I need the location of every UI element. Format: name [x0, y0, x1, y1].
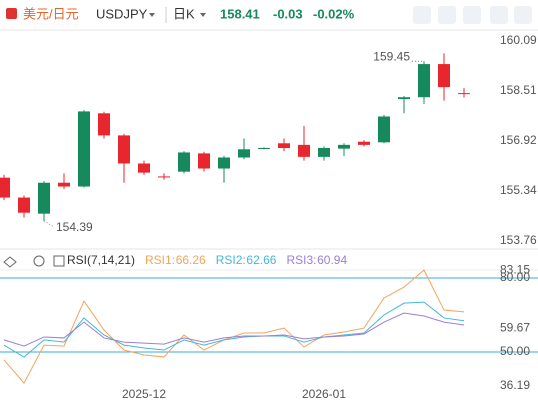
rsi-line: [3, 312, 465, 347]
candle-body: [358, 141, 370, 145]
flag-icon: [6, 8, 17, 19]
y-tick-label: 155.34: [500, 183, 537, 197]
tool-button[interactable]: [438, 6, 456, 24]
candle-body: [38, 182, 50, 214]
x-tick-label: 2026-01: [302, 387, 346, 401]
candle-body: [458, 93, 470, 95]
tool-button[interactable]: [413, 6, 431, 24]
candle-body: [278, 143, 290, 149]
y-tick-label: 83.15: [500, 262, 530, 276]
y-tick-label: 59.67: [500, 320, 530, 334]
price-change: -0.03: [273, 6, 303, 21]
candle-body: [158, 176, 170, 178]
candle-body: [118, 135, 130, 164]
annotation: 159.45: [373, 49, 410, 63]
x-tick-label: 2025-12: [122, 387, 166, 401]
period[interactable]: 日K: [173, 6, 195, 21]
y-tick-label: 156.92: [500, 133, 537, 147]
last-price: 158.41: [220, 6, 260, 21]
legend-value: 66.26: [176, 253, 206, 267]
expand-icon[interactable]: [53, 255, 65, 267]
legend-separator: :: [242, 253, 245, 267]
candle-body: [418, 64, 430, 98]
candle-body: [318, 148, 330, 157]
candle-body: [218, 157, 230, 169]
legend-name: RSI2: [216, 253, 243, 267]
eye-icon[interactable]: [3, 256, 17, 268]
candle-body: [98, 113, 110, 136]
legend-value: 60.94: [317, 253, 347, 267]
legend-separator: :: [172, 253, 175, 267]
candle-body: [178, 152, 190, 172]
candle-body: [298, 144, 310, 157]
annotation-leader: [43, 220, 55, 228]
y-tick-label: 36.19: [500, 378, 530, 392]
dropdown-icon[interactable]: [200, 13, 206, 17]
annotation: 154.39: [56, 220, 93, 234]
candle-body: [338, 144, 350, 149]
settings-icon[interactable]: [33, 255, 45, 267]
candle-body: [58, 182, 70, 187]
candle-body: [438, 64, 450, 88]
candle-body: [78, 111, 90, 187]
y-tick-label: 50.00: [500, 344, 530, 358]
candle-body: [0, 177, 10, 198]
price-change-pct: -0.02%: [313, 6, 355, 21]
candle-body: [238, 149, 250, 158]
pair-name[interactable]: 美元/日元: [23, 6, 79, 21]
legend-name: RSI3: [286, 253, 313, 267]
dropdown-icon[interactable]: [149, 13, 155, 17]
rsi-line: [3, 301, 465, 358]
y-tick-label: 158.51: [500, 83, 537, 97]
legend-value: 62.66: [246, 253, 276, 267]
candle-body: [398, 97, 410, 100]
candle-body: [258, 148, 270, 150]
candle-body: [378, 116, 390, 143]
legend-separator: :: [313, 253, 316, 267]
candle-body: [198, 153, 210, 169]
y-tick-label: 160.09: [500, 33, 537, 47]
legend-name: RSI1: [145, 253, 172, 267]
symbol[interactable]: USDJPY: [96, 6, 148, 21]
tool-button[interactable]: [463, 6, 481, 24]
tool-button[interactable]: [514, 6, 532, 24]
y-tick-label: 153.76: [500, 233, 537, 247]
header: 美元/日元 USDJPY 日K 158.41 -0.03 -0.02%: [0, 6, 538, 31]
rsi-header: RSI(7,14,21): [3, 253, 135, 268]
tool-button[interactable]: [490, 6, 508, 24]
indicator-title: RSI(7,14,21): [67, 253, 135, 267]
y-tick-label: 80.00: [500, 270, 530, 284]
candle-body: [138, 163, 150, 173]
candle-body: [18, 197, 30, 213]
